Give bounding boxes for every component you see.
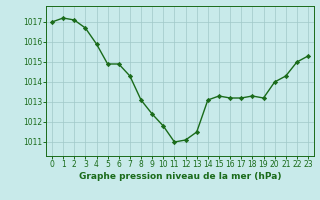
X-axis label: Graphe pression niveau de la mer (hPa): Graphe pression niveau de la mer (hPa): [79, 172, 281, 181]
